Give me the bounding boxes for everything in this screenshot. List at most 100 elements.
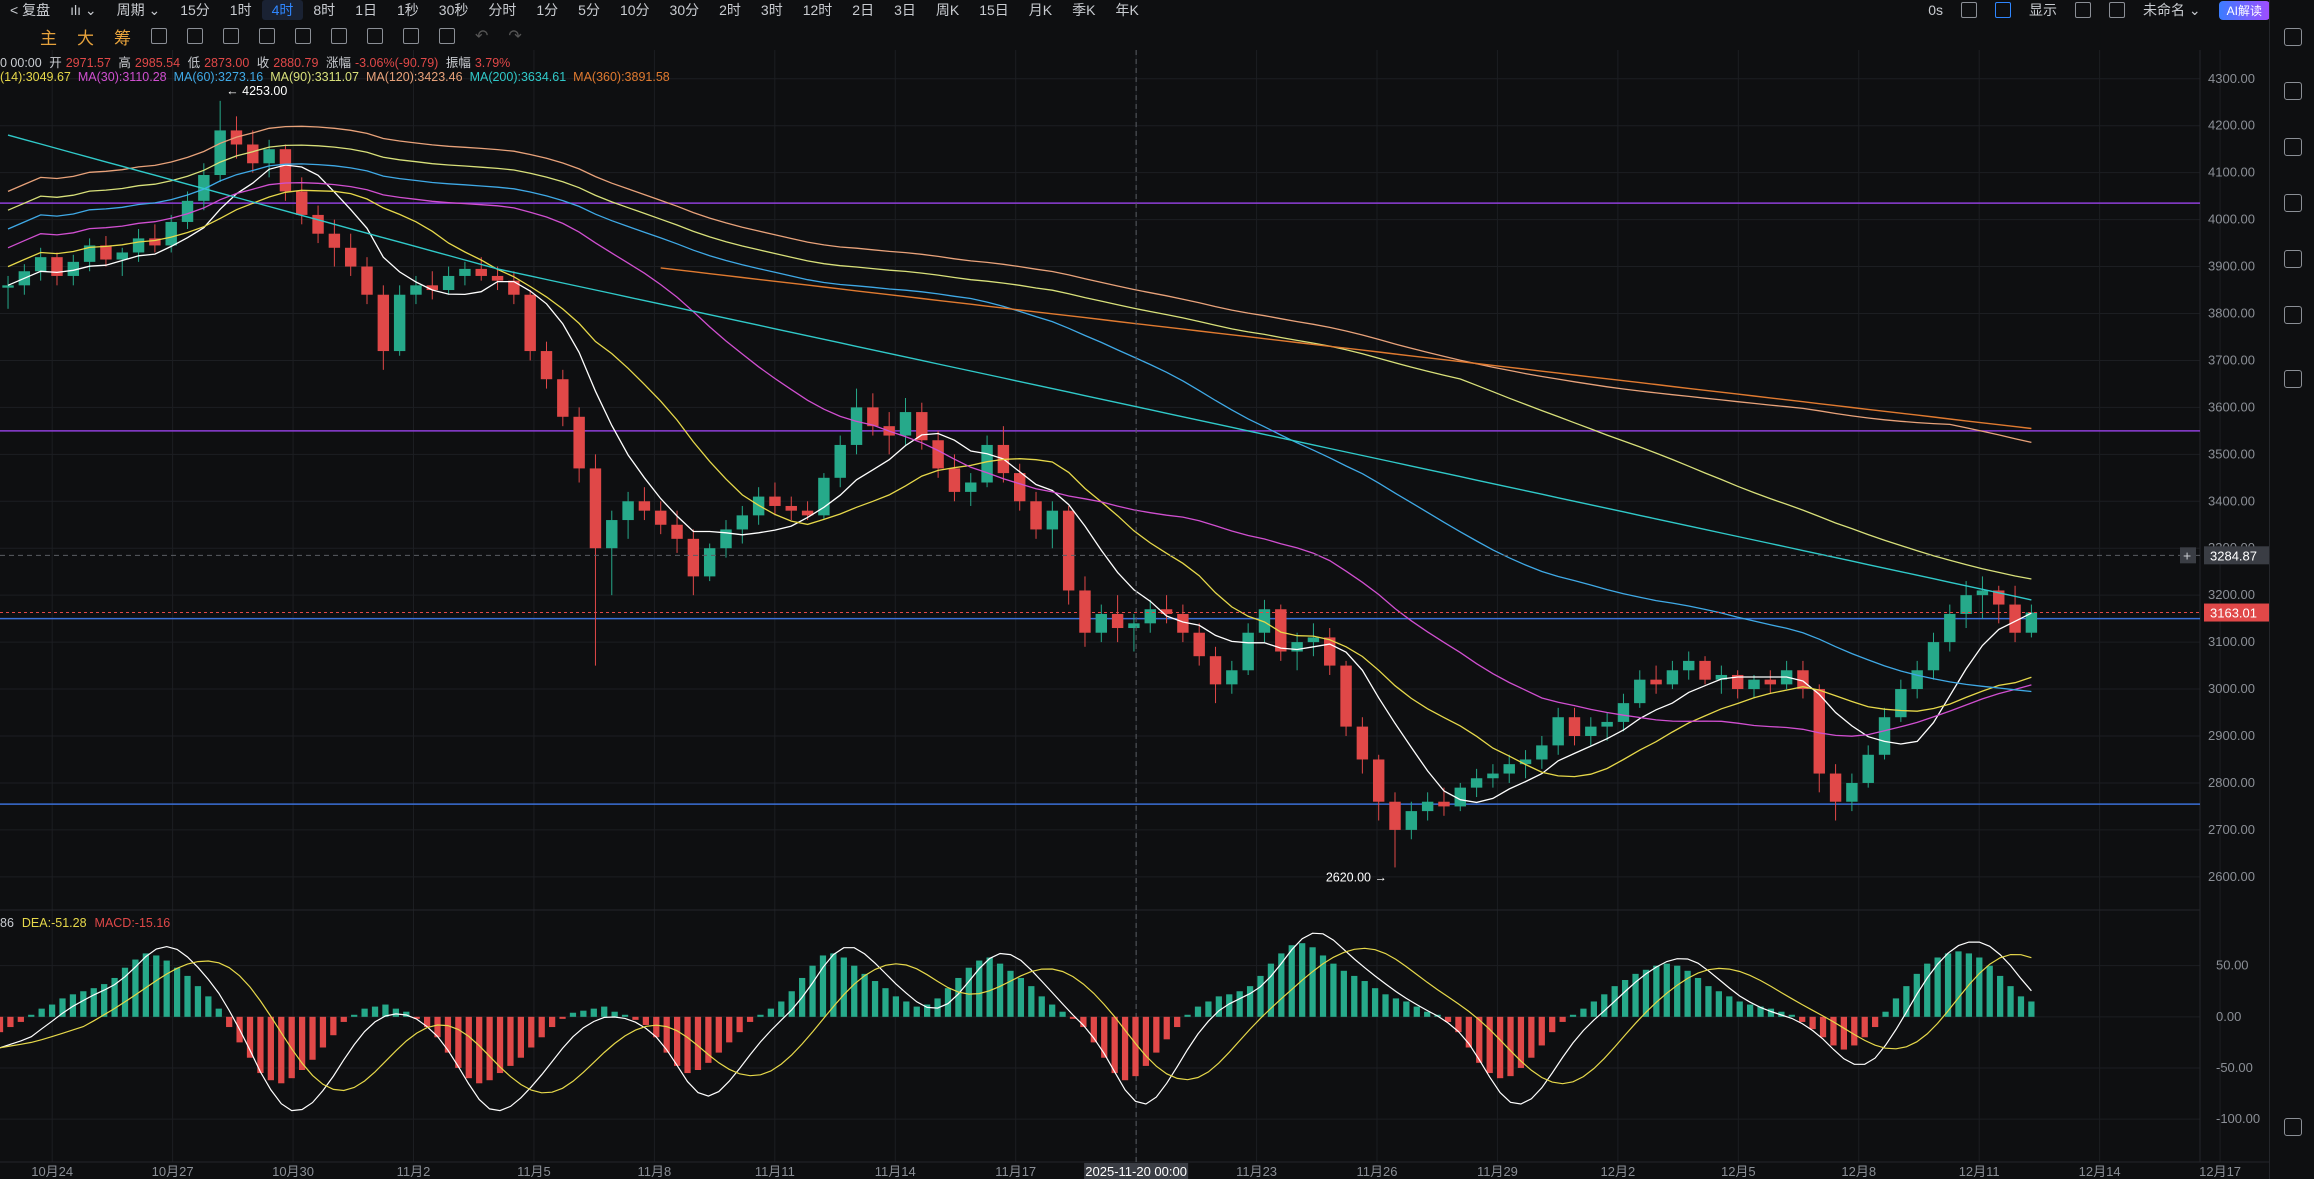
period-14[interactable]: 30分 bbox=[669, 2, 700, 18]
macd-bar bbox=[1319, 955, 1327, 1017]
candle-body bbox=[1895, 689, 1907, 718]
macd-bar bbox=[1205, 1001, 1212, 1017]
x-tick-label: 11月17 bbox=[995, 1164, 1036, 1179]
period-6[interactable]: 8时 bbox=[313, 2, 336, 18]
macd-dif-line bbox=[0, 932, 2032, 1112]
macd-bar bbox=[1371, 988, 1379, 1017]
ai-analysis-button[interactable]: AI解读 bbox=[2218, 0, 2270, 20]
right-sidebar bbox=[2269, 0, 2314, 1179]
candle-body bbox=[1193, 632, 1205, 657]
list-icon[interactable] bbox=[2284, 28, 2302, 46]
period-22[interactable]: 月K bbox=[1028, 2, 1053, 18]
period-9[interactable]: 30秒 bbox=[438, 2, 469, 18]
period-21[interactable]: 15日 bbox=[979, 2, 1009, 18]
macd-bar bbox=[496, 1016, 504, 1074]
x-tick-label: 12月14 bbox=[2079, 1164, 2121, 1179]
candle-body bbox=[1177, 613, 1189, 633]
layers-icon[interactable] bbox=[2284, 250, 2302, 268]
ruler-icon[interactable] bbox=[187, 28, 203, 44]
period-7[interactable]: 1日 bbox=[355, 2, 377, 18]
period-24[interactable]: 年K bbox=[1115, 2, 1139, 18]
candle-body bbox=[426, 285, 438, 291]
period-15[interactable]: 2时 bbox=[719, 2, 741, 18]
period-20[interactable]: 周K bbox=[935, 2, 960, 18]
macd-bar bbox=[1507, 1016, 1514, 1077]
macd-bar bbox=[1934, 957, 1941, 1017]
y-tick-label: 2800.00 bbox=[2208, 775, 2255, 790]
period-11[interactable]: 1分 bbox=[536, 2, 559, 18]
period-18[interactable]: 2日 bbox=[852, 2, 875, 18]
add-alert-icon bbox=[2180, 547, 2196, 564]
period-16[interactable]: 3时 bbox=[760, 2, 783, 18]
period-2[interactable]: 周期 ⌄ bbox=[116, 2, 161, 18]
macd-bar bbox=[1121, 1016, 1129, 1081]
candle-body bbox=[344, 247, 357, 267]
gauge-icon[interactable] bbox=[2284, 370, 2302, 388]
period-5[interactable]: 4时 bbox=[261, 0, 304, 20]
candle-body bbox=[2025, 612, 2038, 633]
period-19[interactable]: 3日 bbox=[894, 2, 916, 18]
candle-body bbox=[51, 257, 63, 276]
filter-icon[interactable] bbox=[403, 28, 419, 44]
macd-bar bbox=[861, 973, 868, 1017]
robot-icon[interactable] bbox=[2284, 306, 2302, 324]
y-tick-label: 4300.00 bbox=[2208, 71, 2255, 86]
display-menu[interactable]: 显示 bbox=[2029, 2, 2058, 18]
strategy-icon[interactable] bbox=[259, 28, 275, 44]
trash-icon[interactable] bbox=[439, 28, 455, 44]
redo-icon[interactable]: ↷ bbox=[508, 28, 522, 45]
period-23[interactable]: 季K bbox=[1072, 2, 1096, 18]
tab-chips[interactable]: 筹 bbox=[114, 28, 131, 48]
high-label: 高 bbox=[118, 56, 131, 70]
macd-bar bbox=[715, 1016, 722, 1053]
tab-large[interactable]: 大 bbox=[77, 28, 94, 48]
top-toolbar: < 复盘 ılı ⌄ 周期 ⌄ 15分 1时 4时 8时 1日 1秒 30秒 分时 1分 5分 10分 30… bbox=[0, 0, 2314, 20]
period-0[interactable]: < 复盘 bbox=[10, 2, 51, 18]
undo-icon[interactable]: ↶ bbox=[475, 28, 489, 45]
period-4[interactable]: 1时 bbox=[229, 2, 252, 18]
period-12[interactable]: 5分 bbox=[578, 2, 600, 18]
macd-bar bbox=[1632, 973, 1639, 1017]
macd-bar bbox=[955, 977, 962, 1017]
y-tick-label: 3400.00 bbox=[2208, 493, 2255, 508]
candle-body bbox=[736, 515, 749, 530]
layout-name-dropdown[interactable]: 未命名 ⌄ bbox=[2143, 2, 2201, 18]
tab-main[interactable]: 主 bbox=[40, 28, 57, 48]
macd-bar bbox=[298, 1016, 306, 1070]
candle-body bbox=[1715, 674, 1728, 680]
macd-bar bbox=[1309, 947, 1316, 1017]
brush-icon[interactable] bbox=[223, 28, 239, 44]
analytics-icon[interactable] bbox=[2284, 138, 2302, 156]
lock-icon[interactable] bbox=[295, 28, 311, 44]
period-13[interactable]: 10分 bbox=[619, 2, 650, 18]
crosshair-date-label: 2025-11-20 00:00 bbox=[1085, 1164, 1187, 1179]
macd-bar bbox=[101, 984, 108, 1017]
macd-bar bbox=[819, 955, 827, 1017]
macd-bar bbox=[48, 1004, 56, 1017]
settings-icon[interactable] bbox=[2075, 2, 2092, 18]
magnet-icon[interactable] bbox=[367, 28, 383, 44]
period-8[interactable]: 1秒 bbox=[396, 2, 419, 18]
fullscreen-icon[interactable] bbox=[2109, 2, 2126, 18]
candle-body bbox=[1650, 679, 1662, 685]
macd-bar bbox=[1819, 1016, 1827, 1038]
period-17[interactable]: 12时 bbox=[802, 2, 833, 18]
candle-body bbox=[1340, 665, 1352, 727]
candle-body bbox=[1046, 510, 1059, 530]
period-3[interactable]: 15分 bbox=[180, 2, 210, 18]
calendar-icon[interactable] bbox=[2284, 1118, 2302, 1136]
camera-icon[interactable] bbox=[1961, 2, 1978, 18]
period-10[interactable]: 分时 bbox=[488, 2, 517, 18]
candle-body bbox=[312, 214, 324, 234]
macd-bar bbox=[1580, 1008, 1587, 1017]
indicator-icon[interactable] bbox=[151, 28, 167, 44]
macd-bar bbox=[1194, 1006, 1202, 1017]
period-1[interactable]: ılı ⌄ bbox=[70, 1, 97, 18]
pen-icon[interactable] bbox=[1995, 2, 2012, 18]
download-icon[interactable] bbox=[2284, 82, 2302, 100]
image-icon[interactable] bbox=[331, 28, 347, 44]
macd-bar bbox=[371, 1006, 379, 1017]
x-tick-label: 11月2 bbox=[397, 1164, 431, 1179]
panel-icon[interactable] bbox=[2284, 194, 2302, 212]
